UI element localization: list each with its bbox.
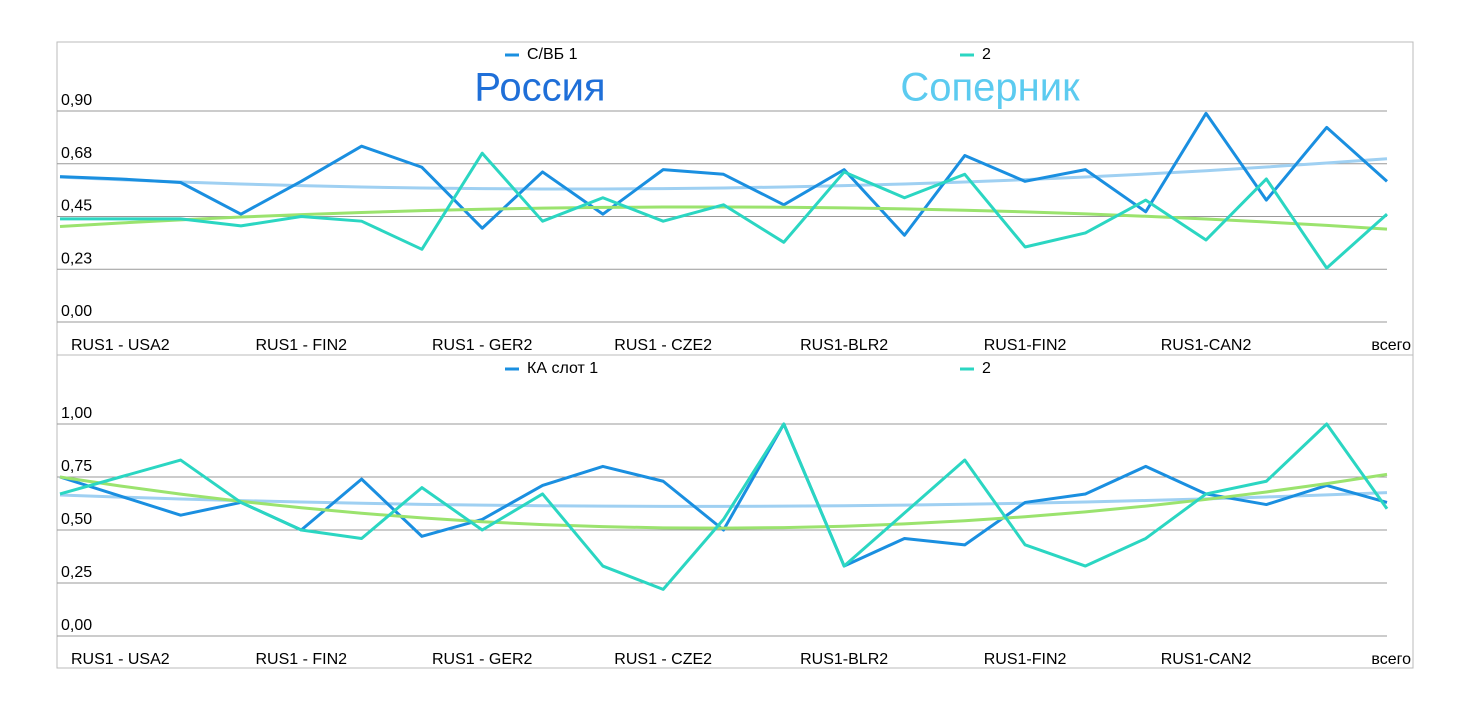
x-tick-label: RUS1 - CZE2 xyxy=(614,651,712,668)
y-tick-label: 0,75 xyxy=(61,458,92,475)
annotation: Соперник xyxy=(900,66,1080,110)
legend-label: КА слот 1 xyxy=(527,360,598,377)
data-line xyxy=(59,422,1388,568)
x-tick-label: RUS1 - GER2 xyxy=(432,651,533,668)
data-line xyxy=(59,422,1389,591)
x-tick-label: RUS1 - FIN2 xyxy=(255,337,347,354)
legend-label: 2 xyxy=(982,360,991,377)
x-tick-label: RUS1 - CZE2 xyxy=(614,337,712,354)
legend-label: С/ВБ 1 xyxy=(527,46,578,63)
y-tick-label: 0,45 xyxy=(61,198,92,215)
y-tick-label: 0,23 xyxy=(61,250,92,267)
x-tick-label: всего xyxy=(1371,337,1411,354)
x-tick-label: RUS1-BLR2 xyxy=(800,651,888,668)
y-tick-label: 1,00 xyxy=(61,405,92,422)
x-tick-label: RUS1-BLR2 xyxy=(800,337,888,354)
trendline xyxy=(59,205,1388,231)
trendline xyxy=(59,472,1388,530)
x-tick-label: RUS1 - FIN2 xyxy=(255,651,347,668)
y-tick-label: 0,90 xyxy=(61,92,92,109)
annotation: Россия xyxy=(474,66,605,110)
x-tick-label: RUS1-FIN2 xyxy=(984,651,1067,668)
legend-label: 2 xyxy=(982,46,991,63)
y-tick-label: 0,00 xyxy=(61,617,92,634)
chart-frame xyxy=(56,41,1414,356)
x-tick-label: RUS1-CAN2 xyxy=(1161,337,1252,354)
data-line xyxy=(59,111,1388,237)
y-tick-label: 0,00 xyxy=(61,303,92,320)
trendline xyxy=(59,491,1388,508)
x-tick-label: RUS1 - GER2 xyxy=(432,337,533,354)
data-line xyxy=(60,151,1388,270)
y-tick-label: 0,68 xyxy=(61,145,92,162)
x-tick-label: RUS1 - USA2 xyxy=(71,337,170,354)
x-tick-label: RUS1-FIN2 xyxy=(984,337,1067,354)
y-tick-label: 0,50 xyxy=(61,511,92,528)
chart-frame xyxy=(56,354,1414,669)
y-tick-label: 0,25 xyxy=(61,564,92,581)
x-tick-label: RUS1 - USA2 xyxy=(71,651,170,668)
x-tick-label: RUS1-CAN2 xyxy=(1161,651,1252,668)
x-tick-label: всего xyxy=(1371,651,1411,668)
trendline xyxy=(59,157,1388,191)
